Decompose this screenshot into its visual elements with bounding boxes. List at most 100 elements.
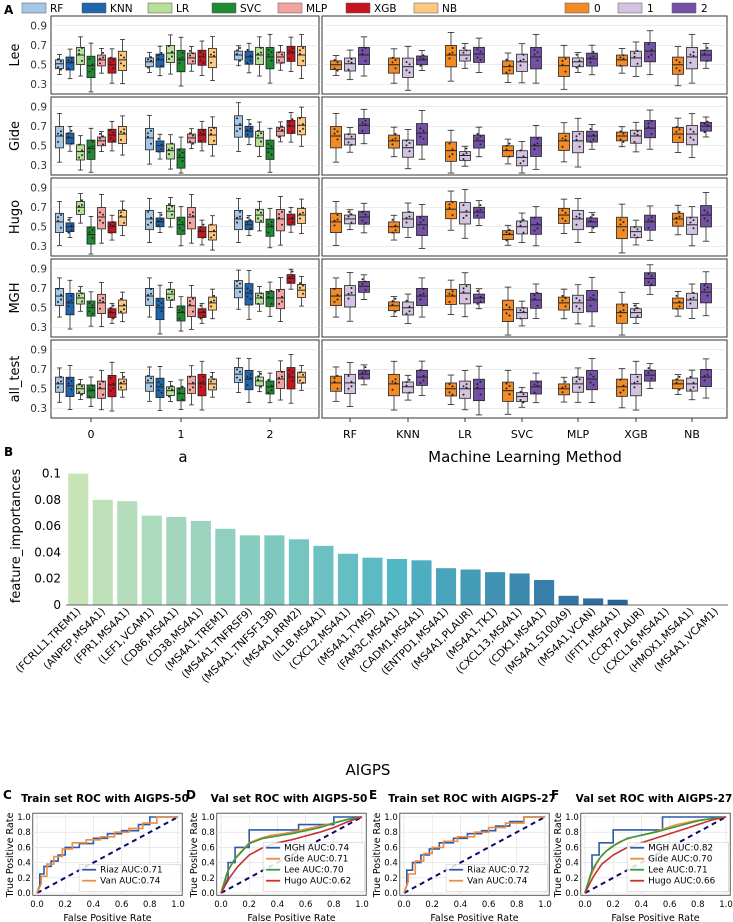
data-point <box>505 58 508 61</box>
box <box>445 201 457 220</box>
data-point <box>102 393 104 396</box>
data-point <box>619 378 622 381</box>
box <box>118 126 127 145</box>
data-point <box>157 54 160 57</box>
y-tick-label: 0.0 <box>201 889 215 899</box>
box <box>402 211 414 228</box>
bar <box>583 598 604 605</box>
data-point <box>60 68 62 71</box>
data-point <box>462 46 465 49</box>
data-point <box>575 66 578 69</box>
data-point <box>448 142 451 145</box>
data-point <box>267 151 270 154</box>
y-tick-label: 0.5 <box>30 383 47 395</box>
y-tick-label: 0.3 <box>30 160 47 172</box>
data-point <box>419 221 422 224</box>
data-point <box>181 51 184 54</box>
legend-label-KNN: KNN <box>110 3 133 15</box>
data-point <box>636 375 639 378</box>
x-tick-label: 0.8 <box>510 900 524 910</box>
box <box>330 126 342 149</box>
data-point <box>102 380 104 383</box>
data-point <box>650 53 653 56</box>
data-point <box>476 132 479 135</box>
data-point <box>391 56 394 59</box>
data-point <box>347 374 350 377</box>
data-point <box>619 130 622 133</box>
data-point <box>419 298 422 301</box>
box <box>145 288 154 307</box>
box <box>358 118 370 135</box>
y-tick-label: 0.2 <box>201 874 215 884</box>
data-point <box>650 120 653 123</box>
data-point <box>288 49 291 52</box>
box <box>118 209 127 226</box>
roc-curve <box>220 816 363 894</box>
data-point <box>533 53 536 56</box>
x-tick-label: 0.4 <box>87 900 101 910</box>
data-point <box>150 59 152 62</box>
data-point <box>88 70 91 73</box>
data-point <box>589 140 592 143</box>
axes-frame <box>399 812 550 896</box>
box <box>297 207 306 224</box>
data-point <box>213 51 215 54</box>
y-tick-label: 0.8 <box>201 828 215 838</box>
box <box>502 381 514 402</box>
y-tick-label: 0.0 <box>384 889 398 899</box>
data-point <box>505 144 508 147</box>
box <box>118 378 127 391</box>
data-point <box>192 297 194 300</box>
data-point <box>675 378 678 381</box>
data-point <box>703 379 706 382</box>
data-point <box>592 55 595 58</box>
box <box>265 290 275 307</box>
data-point <box>419 369 422 372</box>
data-point <box>202 53 205 56</box>
y-tick-label: 0.0 <box>565 889 579 899</box>
box <box>265 380 275 395</box>
data-point <box>160 218 163 221</box>
row-MGH: 0.9 0.7 0.5 0.3 MGH <box>8 258 728 338</box>
data-point <box>299 49 301 52</box>
data-point <box>622 221 625 224</box>
data-point <box>150 377 152 380</box>
data-point <box>465 49 468 52</box>
data-point <box>336 69 339 72</box>
data-point <box>213 294 215 297</box>
data-point <box>522 58 525 61</box>
box <box>197 49 207 66</box>
data-point <box>405 61 408 64</box>
data-point <box>102 135 104 138</box>
data-point <box>405 139 408 142</box>
y-tick-label: 0.3 <box>30 79 47 91</box>
data-point <box>281 125 283 128</box>
data-point <box>160 213 163 216</box>
data-point <box>249 289 252 292</box>
data-point <box>419 127 422 130</box>
x-axis-label: False Positive Rate <box>430 913 518 922</box>
data-point <box>533 229 536 232</box>
box <box>65 292 75 316</box>
legend-label: Hugo AUC:0.62 <box>284 877 351 887</box>
data-point <box>476 386 479 389</box>
data-point <box>361 219 364 222</box>
data-point <box>633 132 636 135</box>
data-point <box>288 281 291 284</box>
data-point <box>70 224 73 227</box>
data-point <box>575 215 578 218</box>
data-point <box>578 216 581 219</box>
roc-panel-D: D Val set ROC with AIGPS-50 1.0 0.8 0.6 0.4 0.… <box>186 788 369 922</box>
data-point <box>451 46 454 49</box>
data-point <box>99 383 101 386</box>
y-tick-label: 0.7 <box>30 40 47 52</box>
data-point <box>202 132 205 135</box>
data-point <box>171 50 173 53</box>
data-point <box>150 56 152 59</box>
data-point <box>636 315 639 318</box>
data-point <box>102 213 104 216</box>
data-point <box>689 53 692 56</box>
data-point <box>67 59 70 62</box>
data-point <box>448 292 451 295</box>
axes-frame-right <box>321 258 728 338</box>
